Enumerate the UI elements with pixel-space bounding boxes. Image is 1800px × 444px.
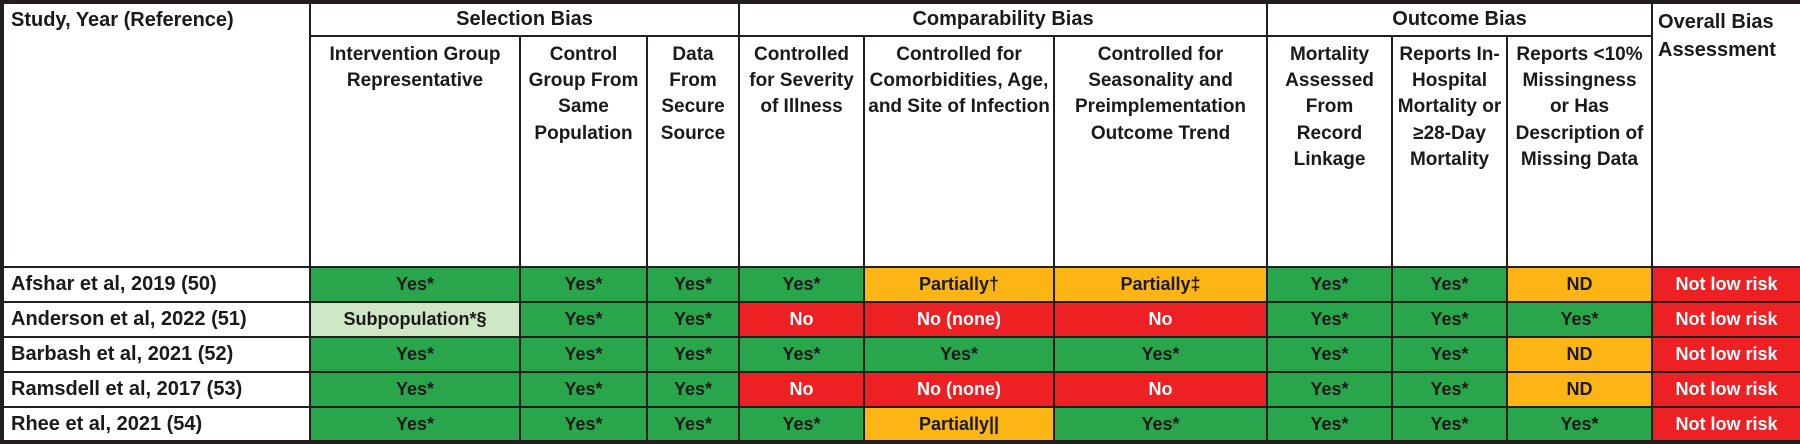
assessment-cell: Partially|| (863, 406, 1056, 443)
group-header-row: Study, Year (Reference) Selection Bias C… (1, 1, 1800, 268)
overall-assessment-cell: Not low risk (1651, 336, 1800, 373)
assessment-cell: Yes* (309, 266, 521, 303)
group-selection-bias: Selection Bias (308, 1, 741, 37)
assessment-cell: Yes* (645, 406, 741, 443)
col-header-mortality-record-linkage: Mortality Assessed From Record Linkage (1266, 35, 1394, 268)
assessment-cell: Yes* (1053, 336, 1269, 373)
assessment-cell: No (none) (863, 371, 1056, 408)
assessment-cell: Yes* (863, 336, 1056, 373)
group-outcome-bias: Outcome Bias (1266, 1, 1654, 37)
overall-assessment-cell: Not low risk (1651, 266, 1800, 303)
assessment-cell: Yes* (1266, 301, 1394, 338)
assessment-cell: Yes* (1391, 371, 1509, 408)
assessment-cell: No (1053, 371, 1269, 408)
study-row-anderson: Anderson et al, 2022 (51) Subpopulation*… (1, 301, 1800, 338)
assessment-cell: Yes* (1266, 266, 1394, 303)
assessment-cell: Yes* (645, 301, 741, 338)
assessment-cell: Yes* (309, 336, 521, 373)
assessment-cell: Yes* (1266, 406, 1394, 443)
assessment-cell: Yes* (519, 266, 648, 303)
assessment-cell: Yes* (645, 336, 741, 373)
study-name-cell: Rhee et al, 2021 (54) (1, 406, 311, 443)
assessment-cell: Yes* (1391, 266, 1509, 303)
study-name-cell: Afshar et al, 2019 (50) (1, 266, 311, 303)
assessment-cell: ND (1506, 371, 1654, 408)
assessment-cell: Yes* (1053, 406, 1269, 443)
study-row-barbash: Barbash et al, 2021 (52) Yes* Yes* Yes* … (1, 336, 1800, 373)
assessment-cell: Yes* (1391, 301, 1509, 338)
col-header-inhospital-28day-mortality: Reports In-Hospital Mortality or ≥28-Day… (1391, 35, 1509, 268)
col-header-control-group-same-population: Control Group From Same Population (519, 35, 648, 268)
assessment-cell: Subpopulation*§ (309, 301, 521, 338)
assessment-cell: Yes* (519, 301, 648, 338)
assessment-cell: Yes* (738, 266, 866, 303)
assessment-cell: Yes* (309, 371, 521, 408)
study-row-ramsdell: Ramsdell et al, 2017 (53) Yes* Yes* Yes*… (1, 371, 1800, 408)
assessment-cell: Yes* (738, 336, 866, 373)
assessment-cell: Yes* (1391, 406, 1509, 443)
assessment-cell: ND (1506, 266, 1654, 303)
col-header-intervention-group-representative: Intervention Group Representative (309, 35, 521, 268)
assessment-cell: Yes* (645, 371, 741, 408)
assessment-cell: Yes* (645, 266, 741, 303)
assessment-cell: Partially‡ (1053, 266, 1269, 303)
assessment-cell: Yes* (1506, 406, 1654, 443)
assessment-cell: Yes* (1391, 336, 1509, 373)
study-year-header: Study, Year (Reference) (1, 1, 311, 268)
group-comparability-bias: Comparability Bias (738, 1, 1269, 37)
study-row-afshar: Afshar et al, 2019 (50) Yes* Yes* Yes* Y… (1, 266, 1800, 303)
assessment-cell: Yes* (738, 406, 866, 443)
study-row-rhee: Rhee et al, 2021 (54) Yes* Yes* Yes* Yes… (1, 406, 1800, 443)
assessment-cell: ND (1506, 336, 1654, 373)
assessment-cell: No (none) (863, 301, 1056, 338)
overall-assessment-cell: Not low risk (1651, 406, 1800, 443)
sub-header-row: Intervention Group Representative Contro… (2, 35, 1800, 268)
col-header-controlled-severity-of-illness: Controlled for Severity of Illness (738, 35, 866, 268)
assessment-cell: Yes* (309, 406, 521, 443)
assessment-cell: Yes* (1506, 301, 1654, 338)
col-header-missingness-description: Reports <10% Missingness or Has Descript… (1506, 35, 1654, 268)
assessment-cell: Partially† (863, 266, 1056, 303)
col-header-controlled-seasonality-trend: Controlled for Seasonality and Preimplem… (1053, 35, 1269, 268)
assessment-cell: No (1053, 301, 1269, 338)
overall-bias-header: Overall Bias Assessment (1651, 1, 1800, 268)
assessment-cell: Yes* (1266, 371, 1394, 408)
col-header-data-from-secure-source: Data From Secure Source (645, 35, 741, 268)
assessment-cell: Yes* (519, 371, 648, 408)
overall-assessment-cell: Not low risk (1651, 371, 1800, 408)
assessment-cell: Yes* (1266, 336, 1394, 373)
assessment-cell: Yes* (519, 336, 648, 373)
col-header-controlled-comorbidities-age-site: Controlled for Comorbidities, Age, and S… (863, 35, 1056, 268)
assessment-cell: No (738, 371, 866, 408)
overall-assessment-cell: Not low risk (1651, 301, 1800, 338)
study-name-cell: Anderson et al, 2022 (51) (1, 301, 311, 338)
assessment-cell: No (738, 301, 866, 338)
study-name-cell: Ramsdell et al, 2017 (53) (1, 371, 311, 408)
study-name-cell: Barbash et al, 2021 (52) (1, 336, 311, 373)
assessment-cell: Yes* (519, 406, 648, 443)
